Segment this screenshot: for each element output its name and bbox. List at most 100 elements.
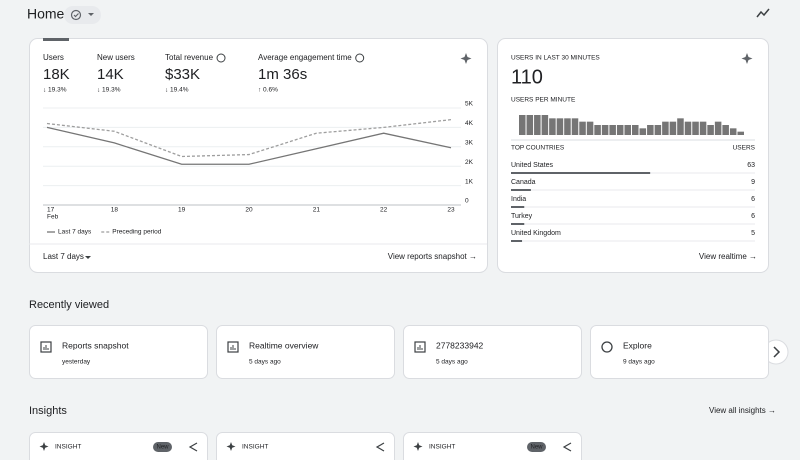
series-line <box>46 126 452 165</box>
badge <box>527 442 546 452</box>
x-sublabel: Feb <box>47 214 59 221</box>
dropdown-icon[interactable] <box>85 256 91 259</box>
report-icon-bars <box>417 345 423 350</box>
y-tick-label: 5K <box>465 101 474 108</box>
bar <box>564 118 571 135</box>
y-tick-label: 0 <box>465 198 469 205</box>
insight-card[interactable] <box>403 432 582 460</box>
recent-subtitle: 9 days ago <box>623 359 655 366</box>
metric-change: ↓ 19.3% <box>97 87 121 94</box>
section-title: Recently viewed <box>29 299 109 311</box>
country-name: United States <box>511 162 554 169</box>
country-bar <box>511 240 523 242</box>
metric-value: 18K <box>43 66 70 83</box>
recent-title: Explore <box>623 340 652 350</box>
metric-value: 1m 36s <box>258 66 307 83</box>
realtime-title: USERS IN LAST 30 MINUTES <box>511 55 600 62</box>
date-range[interactable]: Last 7 days <box>43 252 84 261</box>
metric-value: 14K <box>97 66 124 83</box>
country-users: 9 <box>751 179 755 186</box>
bar <box>632 125 639 135</box>
bar <box>707 125 714 135</box>
recent-subtitle: yesterday <box>62 359 91 366</box>
report-icon <box>414 341 426 353</box>
bar <box>662 121 669 135</box>
country-users: 6 <box>751 213 755 220</box>
x-tick-label: 22 <box>380 207 388 214</box>
bar <box>647 125 654 135</box>
bar <box>669 121 677 135</box>
metric-change: ↓ 19.3% <box>43 87 67 94</box>
legend-label: Last 7 days <box>58 229 92 236</box>
bar <box>624 125 631 135</box>
country-name: Canada <box>511 179 536 186</box>
insight-card[interactable] <box>29 432 208 460</box>
info-icon[interactable] <box>355 53 365 63</box>
recent-title: Realtime overview <box>249 340 319 350</box>
overview-card <box>29 38 488 273</box>
country-users: 6 <box>751 196 755 203</box>
y-tick-label: 3K <box>465 140 474 147</box>
bar <box>526 115 534 135</box>
bar <box>677 118 684 135</box>
share-icon[interactable] <box>188 442 198 452</box>
recent-card[interactable] <box>590 325 769 379</box>
recent-title: Reports snapshot <box>62 340 129 350</box>
link[interactable]: View realtime → <box>699 252 757 261</box>
metric-label: Total revenue <box>165 53 214 62</box>
metric-label: Average engagement time <box>258 53 352 62</box>
x-tick-label: 17 <box>47 207 55 214</box>
country-name: Turkey <box>511 213 533 220</box>
link[interactable]: View reports snapshot → <box>388 252 477 261</box>
sparkle-icon <box>226 442 236 451</box>
country-bar <box>511 223 525 225</box>
report-icon-bars <box>230 345 236 350</box>
bar <box>549 118 556 135</box>
bar <box>699 121 707 135</box>
per-minute-label: USERS PER MINUTE <box>511 97 576 104</box>
country-bar <box>511 172 651 174</box>
report-icon-bars <box>43 345 49 350</box>
sparkle-icon[interactable] <box>460 53 472 64</box>
x-tick-label: 18 <box>111 207 119 214</box>
country-name: United Kingdom <box>511 230 561 237</box>
bar <box>556 118 564 135</box>
tab-indicator <box>43 38 69 41</box>
sparkle-icon[interactable] <box>741 53 753 64</box>
x-tick-label: 19 <box>178 207 186 214</box>
badge <box>153 442 172 452</box>
badge-label: New <box>156 445 169 451</box>
insight-card[interactable] <box>216 432 395 460</box>
x-tick-label: 21 <box>313 207 321 214</box>
sparkle-icon <box>413 442 423 451</box>
realtime-card <box>497 38 769 273</box>
info-icon[interactable] <box>216 53 226 63</box>
x-tick-label: 23 <box>447 207 455 214</box>
status-chip[interactable] <box>64 6 101 24</box>
metric-change: ↓ 19.4% <box>165 87 189 94</box>
metric-value: $33K <box>165 66 200 83</box>
bar <box>571 118 579 135</box>
bar <box>714 121 722 135</box>
recent-card[interactable] <box>403 325 582 379</box>
insight-label: INSIGHT <box>242 444 268 451</box>
insights-icon[interactable] <box>756 8 770 18</box>
badge-label: New <box>530 445 543 451</box>
sparkle-icon <box>39 442 49 451</box>
link[interactable]: View all insights → <box>709 406 776 415</box>
bar <box>586 121 594 135</box>
country-bar <box>511 206 525 208</box>
metric-label: Users <box>43 53 64 62</box>
bar <box>737 131 744 135</box>
share-icon[interactable] <box>562 442 572 452</box>
recent-card[interactable] <box>216 325 395 379</box>
share-icon[interactable] <box>375 442 385 452</box>
recent-title: 2778233942 <box>436 340 484 350</box>
report-icon <box>227 341 239 353</box>
country-users: 63 <box>747 162 755 169</box>
recent-card[interactable] <box>29 325 208 379</box>
explore-icon <box>601 341 613 353</box>
metric-change: ↑ 0.6% <box>258 87 278 94</box>
y-tick-label: 2K <box>465 159 474 166</box>
